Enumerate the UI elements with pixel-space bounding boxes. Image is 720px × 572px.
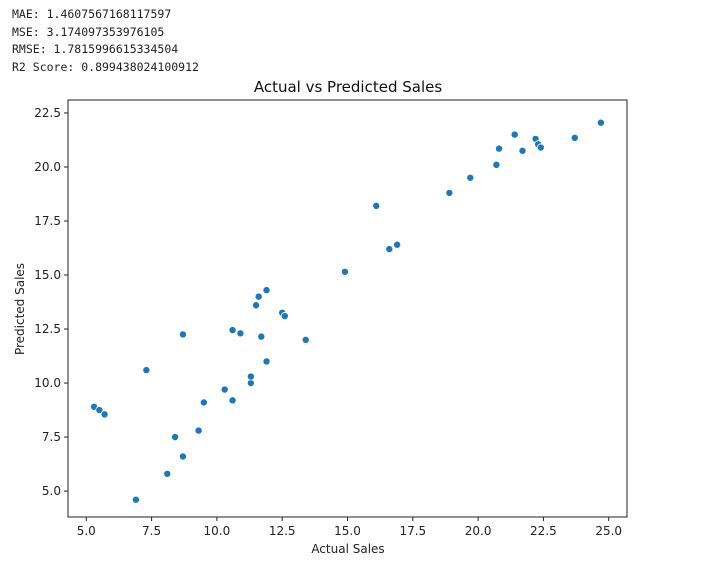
data-point [536, 143, 545, 152]
points-layer [90, 118, 605, 504]
y-tick-label: 15.0 [34, 268, 61, 282]
data-point [220, 385, 229, 394]
data-point [466, 173, 475, 182]
data-point [178, 330, 187, 339]
data-point [445, 188, 454, 197]
chart-title: Actual vs Predicted Sales [254, 78, 443, 96]
data-point [518, 146, 527, 155]
data-point [510, 130, 519, 139]
y-tick-label: 12.5 [34, 322, 61, 336]
data-point [171, 433, 180, 442]
data-point [596, 118, 605, 127]
x-axis-title: Actual Sales [311, 542, 384, 556]
data-point [385, 245, 394, 254]
data-point [495, 144, 504, 153]
data-point [262, 357, 271, 366]
data-point [142, 366, 151, 375]
data-point [95, 406, 104, 415]
data-point [199, 398, 208, 407]
data-point [194, 426, 203, 435]
data-point [252, 301, 261, 310]
x-tick-label: 12.5 [269, 524, 296, 538]
data-point [163, 469, 172, 478]
x-tick-label: 10.0 [204, 524, 231, 538]
x-tick-label: 22.5 [530, 524, 557, 538]
mae-line: MAE: 1.4607567168117597 [12, 7, 172, 21]
y-axis-title: Predicted Sales [13, 263, 27, 355]
rmse-line: RMSE: 1.7815996615334504 [12, 42, 179, 56]
data-point [570, 133, 579, 142]
data-point [131, 495, 140, 504]
data-point [178, 452, 187, 461]
y-tick-label: 20.0 [34, 160, 61, 174]
x-tick-label: 7.5 [142, 524, 161, 538]
data-point [228, 396, 237, 405]
x-tick-label: 15.0 [334, 524, 361, 538]
data-point [257, 332, 266, 341]
data-point [262, 286, 271, 295]
x-axis: 5.0 7.5 10.0 12.5 15.0 17.5 20.0 22.5 25.0 [77, 517, 622, 538]
data-point [301, 335, 310, 344]
metrics-output: MAE: 1.4607567168117597 MSE: 3.174097353… [12, 6, 199, 76]
data-point [492, 160, 501, 169]
r2-line: R2 Score: 0.899438024100912 [12, 59, 199, 74]
data-point [236, 329, 245, 338]
x-tick-label: 25.0 [595, 524, 622, 538]
data-point [340, 267, 349, 276]
x-tick-label: 5.0 [77, 524, 96, 538]
x-tick-label: 20.0 [465, 524, 492, 538]
data-point [254, 292, 263, 301]
plot-frame [67, 99, 628, 518]
data-point [228, 326, 237, 335]
y-tick-label: 10.0 [34, 376, 61, 390]
data-point [246, 372, 255, 381]
data-point [100, 410, 109, 419]
data-point [280, 312, 289, 321]
y-tick-label: 22.5 [34, 106, 61, 120]
y-tick-label: 17.5 [34, 214, 61, 228]
y-tick-label: 7.5 [42, 430, 61, 444]
x-tick-label: 17.5 [399, 524, 426, 538]
y-tick-label: 5.0 [42, 484, 61, 498]
mse-line: MSE: 3.174097353976105 [12, 24, 165, 39]
data-point [372, 201, 381, 210]
y-axis: 5.0 7.5 10.0 12.5 15.0 17.5 20.0 22.5 [34, 106, 68, 498]
data-point [393, 240, 402, 249]
